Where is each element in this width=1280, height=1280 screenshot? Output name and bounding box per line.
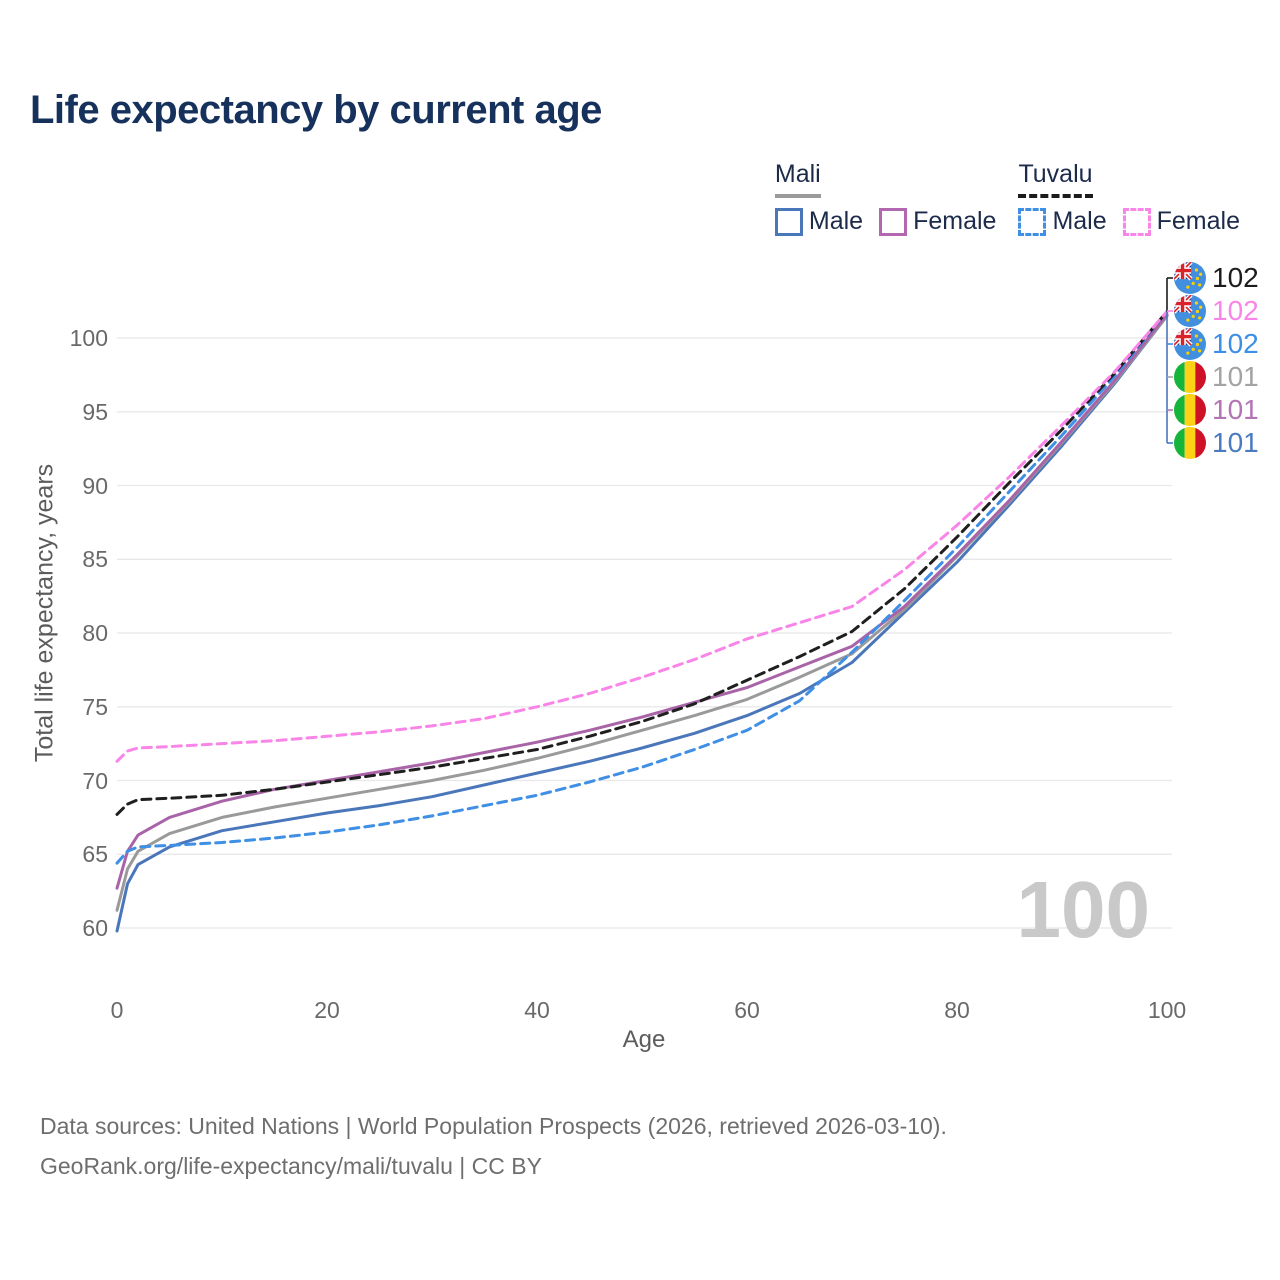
y-tick-60: 60: [82, 915, 108, 941]
legend-country-tuvalu: Tuvalu: [1018, 160, 1093, 198]
endpoint-value: 101: [1212, 394, 1259, 425]
legend-item-label: Male: [1052, 207, 1107, 235]
y-tick-70: 70: [82, 767, 108, 794]
hovered-age-watermark: 100: [1016, 865, 1150, 954]
legend-swatch-icon: [1122, 207, 1151, 236]
y-axis-title: Total life expectancy, years: [30, 463, 59, 763]
page-title: Life expectancy by current age: [30, 88, 602, 132]
y-tick-75: 75: [82, 693, 108, 720]
series-line-tuvalu-male: [115, 310, 1169, 865]
endpoint-label-mali-both: 101: [1174, 361, 1259, 393]
y-tick-85: 85: [82, 546, 108, 573]
endpoint-value: 102: [1212, 328, 1259, 359]
endpoint-value: 102: [1212, 295, 1259, 326]
endpoint-value: 102: [1212, 262, 1259, 293]
attribution-line: GeoRank.org/life-expectancy/mali/tuvalu …: [40, 1153, 542, 1179]
footer: Data sources: United Nations | World Pop…: [40, 1106, 947, 1186]
y-tick-65: 65: [82, 841, 108, 868]
legend-item-mali-male[interactable]: Male: [774, 207, 864, 236]
legend-swatch-icon: [879, 207, 908, 236]
series-line-tuvalu-female: [115, 310, 1169, 763]
endpoint-label-mali-male: 101: [1174, 427, 1259, 459]
gridlines: [117, 337, 1172, 929]
y-tick-90: 90: [82, 472, 108, 499]
legend-item-label: Female: [1156, 207, 1240, 235]
x-tick-100: 100: [1147, 997, 1187, 1023]
mali-flag-icon: [1174, 394, 1206, 426]
data-sources-line: Data sources: United Nations | World Pop…: [40, 1113, 947, 1139]
legend-item-mali-female[interactable]: Female: [879, 207, 996, 236]
legend-swatch-icon: [1018, 207, 1047, 236]
legend-item-label: Female: [913, 207, 997, 235]
legend-group-tuvalu: Tuvalu Male Female: [1018, 160, 1240, 236]
legend-country-mali: Mali: [774, 160, 821, 198]
series-line-mali-male: [115, 314, 1169, 933]
series-line-mali-female: [115, 312, 1169, 890]
series-line-tuvalu-both: [115, 310, 1169, 816]
y-tick-100: 100: [69, 325, 108, 351]
legend-group-mali: Mali Male Female: [774, 160, 996, 236]
leader-lines: [1166, 277, 1173, 444]
tuvalu-flag-icon: [1174, 328, 1206, 360]
x-tick-80: 80: [944, 997, 970, 1023]
x-tick-40: 40: [524, 997, 550, 1023]
legend: Mali Male Female Tuvalu Male Female: [774, 160, 1240, 236]
y-tick-95: 95: [82, 398, 108, 425]
endpoint-label-tuvalu-both: 102: [1174, 262, 1259, 294]
mali-flag-icon: [1174, 361, 1206, 393]
endpoint-label-mali-female: 101: [1174, 394, 1259, 426]
tuvalu-flag-icon: [1174, 295, 1206, 327]
y-tick-80: 80: [82, 620, 108, 646]
endpoint-value: 101: [1212, 361, 1259, 392]
tuvalu-flag-icon: [1174, 262, 1206, 294]
endpoint-value: 101: [1212, 427, 1259, 458]
x-tick-60: 60: [734, 997, 760, 1023]
mali-flag-icon: [1174, 427, 1206, 459]
legend-swatch-icon: [774, 207, 803, 236]
endpoint-label-tuvalu-male: 102: [1174, 328, 1259, 360]
legend-item-tuvalu-female[interactable]: Female: [1122, 207, 1240, 236]
x-tick-0: 0: [110, 997, 124, 1023]
legend-item-label: Male: [808, 207, 864, 235]
legend-item-tuvalu-male[interactable]: Male: [1018, 207, 1107, 236]
x-tick-20: 20: [314, 997, 340, 1023]
endpoint-label-tuvalu-female: 102: [1174, 295, 1259, 327]
x-axis-title: Age: [622, 1026, 666, 1053]
